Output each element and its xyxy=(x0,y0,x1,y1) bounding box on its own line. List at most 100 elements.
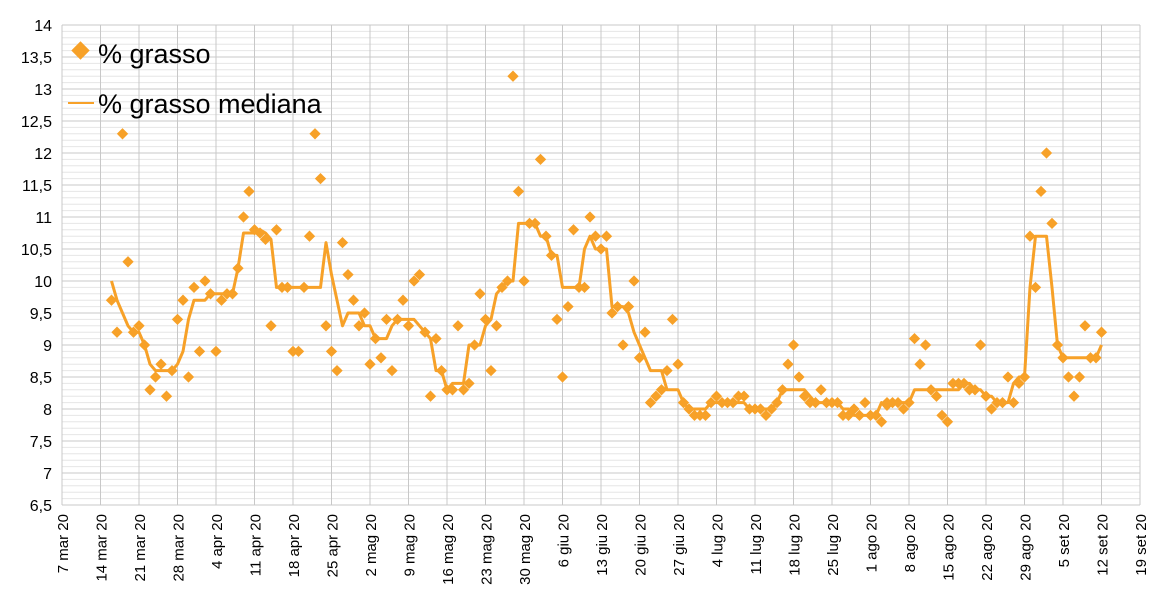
y-tick-label: 13 xyxy=(34,82,52,99)
x-tick-label: 13 giu 20 xyxy=(594,514,611,576)
data-point xyxy=(419,326,431,338)
data-point xyxy=(402,320,415,332)
data-point xyxy=(1095,326,1108,338)
y-tick-label: 12,5 xyxy=(21,114,52,131)
data-point xyxy=(292,345,305,358)
data-point xyxy=(364,358,376,370)
data-point xyxy=(611,300,624,313)
data-point xyxy=(452,320,464,332)
data-point xyxy=(309,128,321,140)
data-point xyxy=(122,256,134,268)
data-point xyxy=(1079,320,1091,332)
data-point xyxy=(512,185,525,198)
x-tick-label: 14 mar 20 xyxy=(94,514,111,582)
y-tick-label: 8 xyxy=(43,402,52,419)
x-tick-label: 5 set 20 xyxy=(1056,514,1073,567)
data-point xyxy=(584,211,596,223)
data-point xyxy=(705,396,717,409)
data-point xyxy=(358,307,371,319)
data-point xyxy=(1024,230,1036,242)
data-point xyxy=(391,313,404,326)
data-point xyxy=(375,352,387,364)
data-point xyxy=(485,364,497,377)
data-point xyxy=(985,403,998,415)
data-point xyxy=(793,371,805,383)
y-tick-label: 7,5 xyxy=(30,434,52,451)
data-point xyxy=(1007,396,1020,409)
data-point xyxy=(215,294,228,306)
data-point xyxy=(496,281,508,294)
y-tick-label: 7 xyxy=(43,466,52,483)
x-tick-label: 7 mar 20 xyxy=(55,514,72,573)
data-point xyxy=(226,288,239,300)
y-tick-label: 13,5 xyxy=(21,50,52,67)
x-tick-label: 20 giu 20 xyxy=(633,514,650,576)
data-point xyxy=(628,275,640,287)
data-point xyxy=(314,172,327,185)
data-point xyxy=(958,377,970,390)
data-point xyxy=(463,377,475,390)
x-tick-label: 30 mag 20 xyxy=(517,514,534,585)
data-point xyxy=(919,339,932,351)
data-point xyxy=(298,281,310,294)
data-point xyxy=(193,345,206,358)
data-point xyxy=(798,390,811,402)
data-point xyxy=(859,396,871,409)
data-point xyxy=(457,384,470,396)
data-point xyxy=(908,332,921,345)
data-point xyxy=(677,396,690,409)
data-point xyxy=(974,339,987,351)
x-axis-ticks: 7 mar 20 14 mar 20 21 mar 20 28 mar 20 4 apr… xyxy=(55,514,1150,585)
legend: % grasso % grasso mediana xyxy=(68,39,323,119)
x-tick-label: 4 lug 20 xyxy=(710,514,727,567)
data-point xyxy=(1051,339,1064,351)
data-point xyxy=(1029,281,1042,294)
x-tick-label: 29 ago 20 xyxy=(1018,514,1035,581)
data-point xyxy=(397,294,409,306)
x-tick-label: 27 giu 20 xyxy=(671,514,688,576)
plot-area xyxy=(105,70,1108,428)
data-point xyxy=(831,396,844,409)
data-point xyxy=(595,243,607,255)
y-axis-ticks: 6,5 7 7,5 8 8,5 9 9,5 10 10,5 11 11,5 12 12,5 13 13,5 1… xyxy=(21,18,52,515)
data-point xyxy=(1062,371,1075,383)
data-point xyxy=(408,275,420,287)
data-point xyxy=(1002,371,1014,383)
data-point xyxy=(1046,217,1058,230)
data-point xyxy=(501,275,514,287)
data-point xyxy=(424,390,437,402)
data-point xyxy=(551,313,563,326)
data-point xyxy=(771,396,783,409)
data-point xyxy=(600,230,613,242)
x-tick-label: 25 apr 20 xyxy=(325,514,342,577)
data-point xyxy=(534,153,547,166)
data-point xyxy=(1013,377,1025,390)
x-tick-label: 28 mar 20 xyxy=(171,514,188,582)
data-point xyxy=(199,275,211,287)
data-point xyxy=(204,288,217,300)
data-point xyxy=(259,233,272,246)
x-tick-label: 25 lug 20 xyxy=(825,514,842,576)
y-tick-label: 11,5 xyxy=(22,178,52,195)
x-tick-label: 18 lug 20 xyxy=(787,514,804,576)
data-point xyxy=(479,313,492,326)
data-point xyxy=(1073,371,1086,383)
data-point xyxy=(177,294,189,306)
y-tick-label: 9,5 xyxy=(30,306,52,323)
data-point xyxy=(903,396,915,409)
data-point xyxy=(787,339,800,351)
x-tick-label: 11 lug 20 xyxy=(748,514,765,575)
data-point xyxy=(980,390,992,402)
data-point xyxy=(386,364,398,377)
data-point xyxy=(870,409,882,422)
data-point xyxy=(606,307,618,319)
data-point xyxy=(930,390,943,402)
data-point xyxy=(265,320,277,332)
x-tick-label: 2 mag 20 xyxy=(363,514,380,577)
data-point xyxy=(380,313,393,326)
x-tick-label: 11 apr 20 xyxy=(248,514,265,576)
data-point xyxy=(661,364,673,377)
data-point xyxy=(925,384,937,396)
data-point xyxy=(996,396,1009,409)
